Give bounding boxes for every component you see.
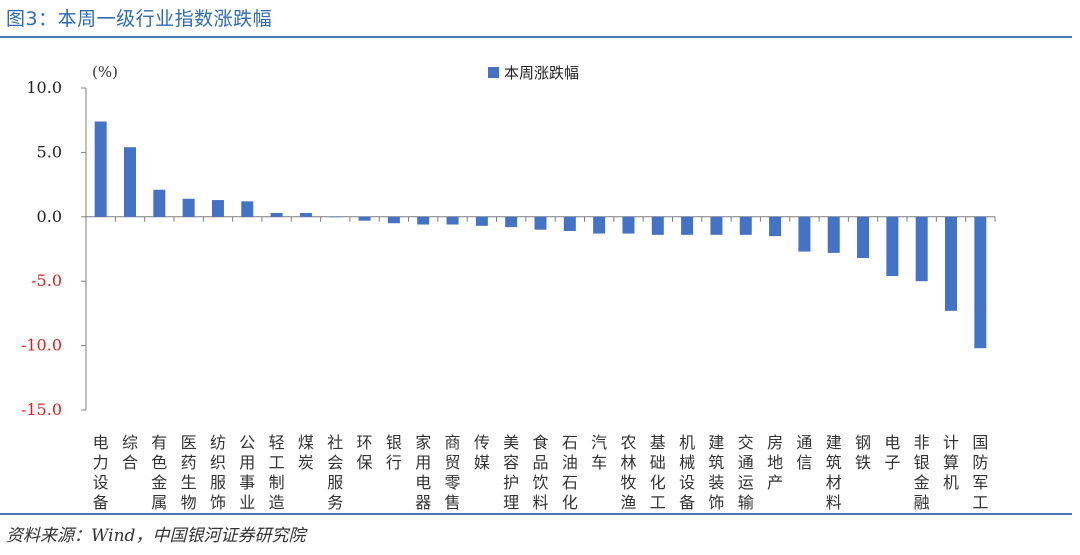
bar <box>974 216 987 349</box>
x-category-label: 机械设备 <box>679 433 695 510</box>
x-category-label: 有色金属 <box>151 433 167 510</box>
bar <box>915 216 928 282</box>
bar <box>739 216 752 235</box>
bar <box>270 212 283 217</box>
x-category-label: 建筑材料 <box>826 433 842 510</box>
x-category-label: 轻工制造 <box>269 433 285 510</box>
x-category-label: 美容护理 <box>503 433 519 510</box>
bar <box>153 189 166 217</box>
y-tick-label: -5.0 <box>31 271 62 290</box>
x-category-label: 煤炭 <box>298 433 314 472</box>
bar <box>886 216 899 277</box>
x-category-label: 通信 <box>796 433 812 472</box>
x-category-label: 食品饮料 <box>532 433 548 510</box>
x-category-label: 银行 <box>386 433 402 472</box>
x-category-label: 建筑装饰 <box>708 433 724 510</box>
bar <box>387 216 400 224</box>
bar-chart: 10.0 5.0 0.0 -5.0 -10.0 -15.0 (%) 本周涨跌幅电力设备综合有色… <box>21 63 996 510</box>
bar <box>945 216 958 311</box>
x-category-label: 传媒 <box>474 433 490 472</box>
figure-title: 图3：本周一级行业指数涨跌幅 <box>6 8 273 30</box>
x-category-label: 基础化工 <box>650 433 666 510</box>
bar <box>505 216 518 228</box>
y-tick-label: 0.0 <box>37 207 62 226</box>
bar <box>329 216 342 218</box>
x-category-label: 钢铁 <box>855 433 871 472</box>
bar <box>769 216 782 237</box>
legend-label: 本周涨跌幅 <box>504 64 579 82</box>
bar <box>446 216 459 225</box>
x-category-label: 计算机 <box>943 433 959 492</box>
bar <box>857 216 870 259</box>
y-tick-label: -10.0 <box>21 336 62 355</box>
y-tick-label: 10.0 <box>26 78 62 97</box>
x-category-label: 公用事业 <box>239 433 255 510</box>
bar <box>681 216 694 235</box>
y-tick-label: 5.0 <box>37 142 62 161</box>
bar <box>534 216 547 230</box>
x-category-label: 汽车 <box>591 433 607 472</box>
source-note: 资料来源：Wind，中国银河证券研究院 <box>6 526 306 546</box>
bar <box>182 198 195 217</box>
x-category-label: 环保 <box>357 433 373 472</box>
chart-header: 图3：本周一级行业指数涨跌幅 <box>0 0 1080 38</box>
bar <box>622 216 635 234</box>
bar <box>651 216 664 235</box>
bar <box>475 216 488 226</box>
bar <box>593 216 606 234</box>
x-category-label: 房地产 <box>767 433 783 492</box>
bar <box>563 216 576 231</box>
x-category-label: 家用电器 <box>415 433 431 510</box>
bar <box>417 216 430 225</box>
x-category-label: 电子 <box>884 433 900 472</box>
legend-swatch <box>488 67 499 78</box>
y-tick-label: -15.0 <box>21 400 62 419</box>
bar <box>827 216 840 253</box>
x-category-label: 医药生物 <box>181 433 197 510</box>
x-category-label: 商贸零售 <box>445 433 461 510</box>
x-category-label: 电力设备 <box>93 433 109 510</box>
x-category-label: 国防军工 <box>972 433 988 510</box>
bar <box>123 147 136 217</box>
header-divider <box>0 36 1072 38</box>
bar <box>94 121 107 217</box>
x-category-label: 交通运输 <box>738 433 754 510</box>
y-unit-label: (%) <box>92 63 118 81</box>
x-category-label: 石油石化 <box>562 433 578 510</box>
x-category-label: 综合 <box>122 433 138 472</box>
bar <box>798 216 811 252</box>
footer-divider <box>0 513 1072 515</box>
bar <box>358 216 371 221</box>
x-category-label: 非银金融 <box>914 433 930 510</box>
bar <box>211 200 224 217</box>
bar <box>241 201 254 217</box>
x-category-label: 社会服务 <box>327 433 343 510</box>
x-category-label: 农林牧渔 <box>620 433 636 510</box>
bar <box>710 216 723 235</box>
bar <box>299 212 312 217</box>
x-category-label: 纺织服饰 <box>210 433 226 510</box>
